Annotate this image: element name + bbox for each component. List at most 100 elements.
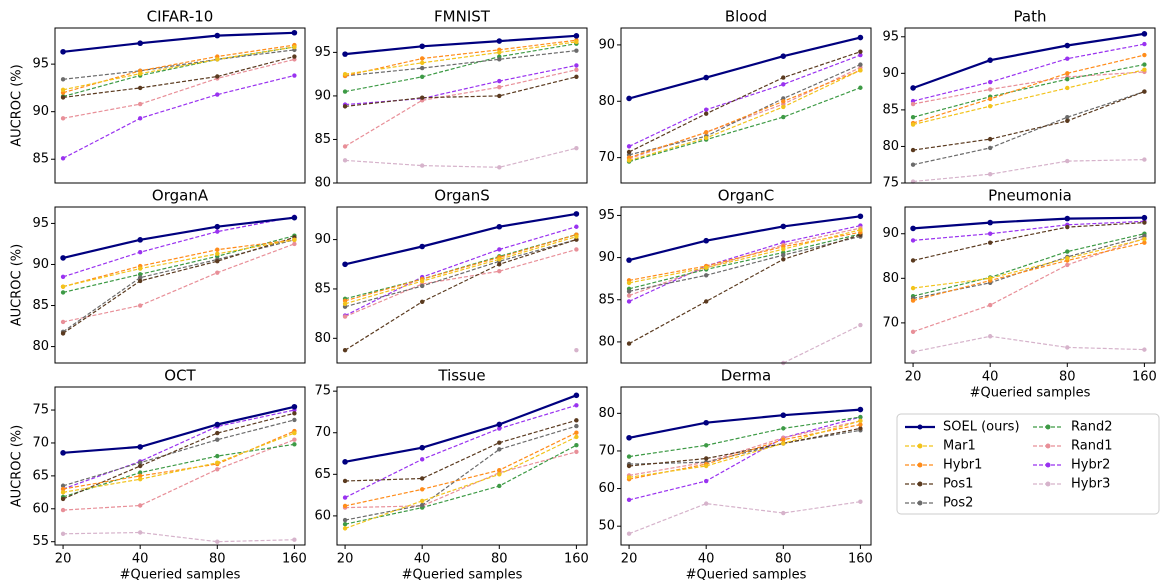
data-point	[342, 517, 348, 523]
data-point	[703, 74, 709, 81]
data-point	[292, 44, 297, 50]
data-point	[292, 241, 297, 247]
series-line	[628, 227, 861, 297]
series-line	[628, 234, 861, 345]
x-tick-label: 40	[132, 552, 149, 567]
data-point	[626, 257, 632, 263]
y-tick-label: 60	[314, 508, 331, 523]
data-point	[60, 319, 66, 325]
series-line	[629, 416, 861, 458]
data-point	[497, 472, 502, 477]
y-tick-label: 60	[32, 501, 49, 516]
data-point	[60, 48, 66, 55]
data-point	[857, 34, 864, 41]
series-line	[344, 404, 577, 499]
data-point	[292, 54, 297, 59]
data-point	[215, 467, 220, 472]
data-point	[574, 67, 579, 72]
plot-frame	[336, 386, 588, 546]
data-point	[703, 443, 709, 448]
y-tick-label: 80	[598, 406, 615, 421]
series-line	[913, 220, 1145, 241]
series-line	[912, 237, 1145, 333]
data-point	[703, 135, 709, 141]
data-point	[987, 79, 993, 85]
data-point	[497, 268, 502, 274]
series-line	[345, 41, 577, 75]
plot-frame	[904, 206, 1156, 364]
data-point	[137, 473, 143, 479]
y-tick-label: 85	[314, 281, 331, 296]
legend-marker	[917, 500, 923, 506]
series-line	[344, 248, 577, 318]
series-line	[628, 229, 861, 284]
legend-label: Rand1	[1071, 439, 1112, 454]
data-point	[215, 251, 220, 256]
data-point	[910, 238, 916, 243]
data-point	[626, 475, 632, 480]
series-line	[62, 430, 295, 490]
legend-marker	[1045, 424, 1051, 430]
data-point	[214, 223, 221, 230]
legend-box	[896, 413, 1160, 515]
data-point	[215, 229, 220, 234]
plot-frame	[54, 386, 306, 546]
data-point	[342, 158, 348, 163]
panel-title: Tissue	[437, 367, 485, 385]
data-point	[781, 257, 786, 262]
data-point	[781, 510, 786, 516]
series-line	[628, 66, 861, 160]
data-point	[497, 85, 502, 90]
series-line	[63, 49, 295, 80]
series-line	[628, 64, 861, 156]
data-point	[1065, 249, 1070, 254]
legend-label: Hybr3	[1071, 477, 1110, 492]
data-point	[703, 237, 709, 244]
data-point	[497, 467, 502, 473]
data-point	[137, 101, 143, 107]
data-point	[573, 392, 580, 399]
y-tick-label: 95	[598, 208, 615, 223]
series-line	[912, 222, 1145, 262]
data-point	[781, 114, 786, 120]
data-point	[214, 421, 221, 428]
y-tick-label: 70	[882, 315, 899, 330]
series-line	[344, 239, 577, 308]
y-tick-label: 75	[32, 403, 49, 418]
data-point	[342, 261, 348, 268]
series-line	[62, 243, 295, 323]
data-point	[292, 411, 297, 416]
legend-marker	[1045, 481, 1051, 487]
data-point	[573, 33, 580, 39]
series-line	[344, 34, 577, 56]
data-point	[60, 490, 66, 495]
data-point	[137, 503, 143, 508]
data-point	[419, 163, 425, 168]
panel-title: FMNIST	[434, 8, 491, 26]
data-point	[497, 440, 502, 445]
x-tick-label: 20	[621, 552, 638, 567]
panel-title: CIFAR-10	[147, 8, 214, 26]
series-line	[628, 420, 861, 476]
data-point	[342, 314, 348, 319]
series-line	[628, 501, 861, 535]
series-line	[344, 236, 577, 305]
data-point	[626, 434, 632, 441]
data-point	[342, 526, 348, 531]
legend-label: Pos1	[943, 477, 973, 492]
series-line	[62, 419, 295, 487]
data-point	[574, 423, 579, 429]
x-tick-label: 80	[775, 552, 792, 567]
data-point	[497, 78, 502, 84]
data-point	[215, 437, 220, 442]
series-line	[62, 58, 295, 119]
data-point	[137, 71, 143, 76]
data-point	[1064, 42, 1071, 49]
data-point	[703, 130, 709, 135]
y-tick-label: 95	[32, 57, 49, 72]
series-line	[344, 234, 577, 300]
data-point	[291, 29, 298, 36]
data-point	[574, 403, 579, 408]
series-line	[62, 432, 295, 493]
data-point	[215, 270, 220, 275]
